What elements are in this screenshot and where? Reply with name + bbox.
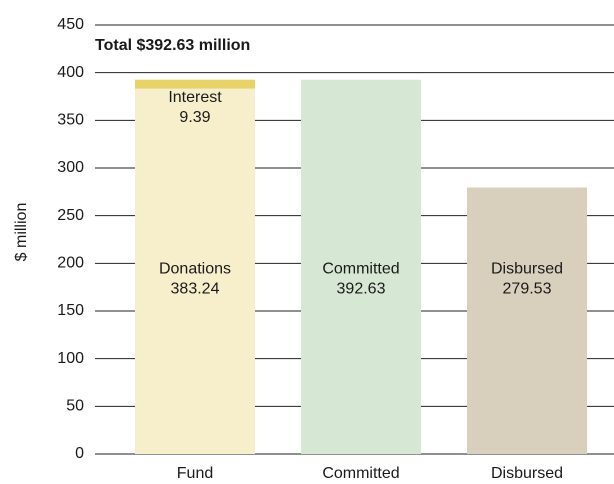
y-tick-label: 300 [57, 159, 84, 176]
segment-value: 392.63 [337, 281, 386, 298]
bar-segment [135, 79, 255, 89]
segment-value: 9.39 [179, 109, 210, 126]
y-tick-label: 250 [57, 207, 84, 224]
segment-name: Disbursed [491, 261, 563, 278]
y-tick-label: 450 [57, 16, 84, 33]
y-tick-label: 150 [57, 302, 84, 319]
x-tick-label: Disbursed [491, 465, 563, 482]
y-tick-label: 200 [57, 255, 84, 272]
y-tick-label: 50 [66, 398, 84, 415]
x-tick-label: Committed [322, 465, 399, 482]
y-tick-label: 100 [57, 350, 84, 367]
y-tick-label: 400 [57, 64, 84, 81]
bar-segment [301, 79, 421, 454]
segment-value: 279.53 [503, 281, 552, 298]
y-tick-label: 0 [75, 445, 84, 462]
y-axis-label: $ million [13, 203, 30, 262]
segment-name: Interest [168, 89, 222, 106]
segment-value: 383.24 [171, 281, 220, 298]
x-tick-label: Fund [177, 465, 213, 482]
bar-segment [135, 88, 255, 454]
annotation: Total $392.63 million [95, 37, 250, 54]
segment-name: Committed [322, 261, 399, 278]
segment-name: Donations [159, 261, 231, 278]
y-tick-label: 350 [57, 112, 84, 129]
bar-segment [467, 187, 587, 454]
